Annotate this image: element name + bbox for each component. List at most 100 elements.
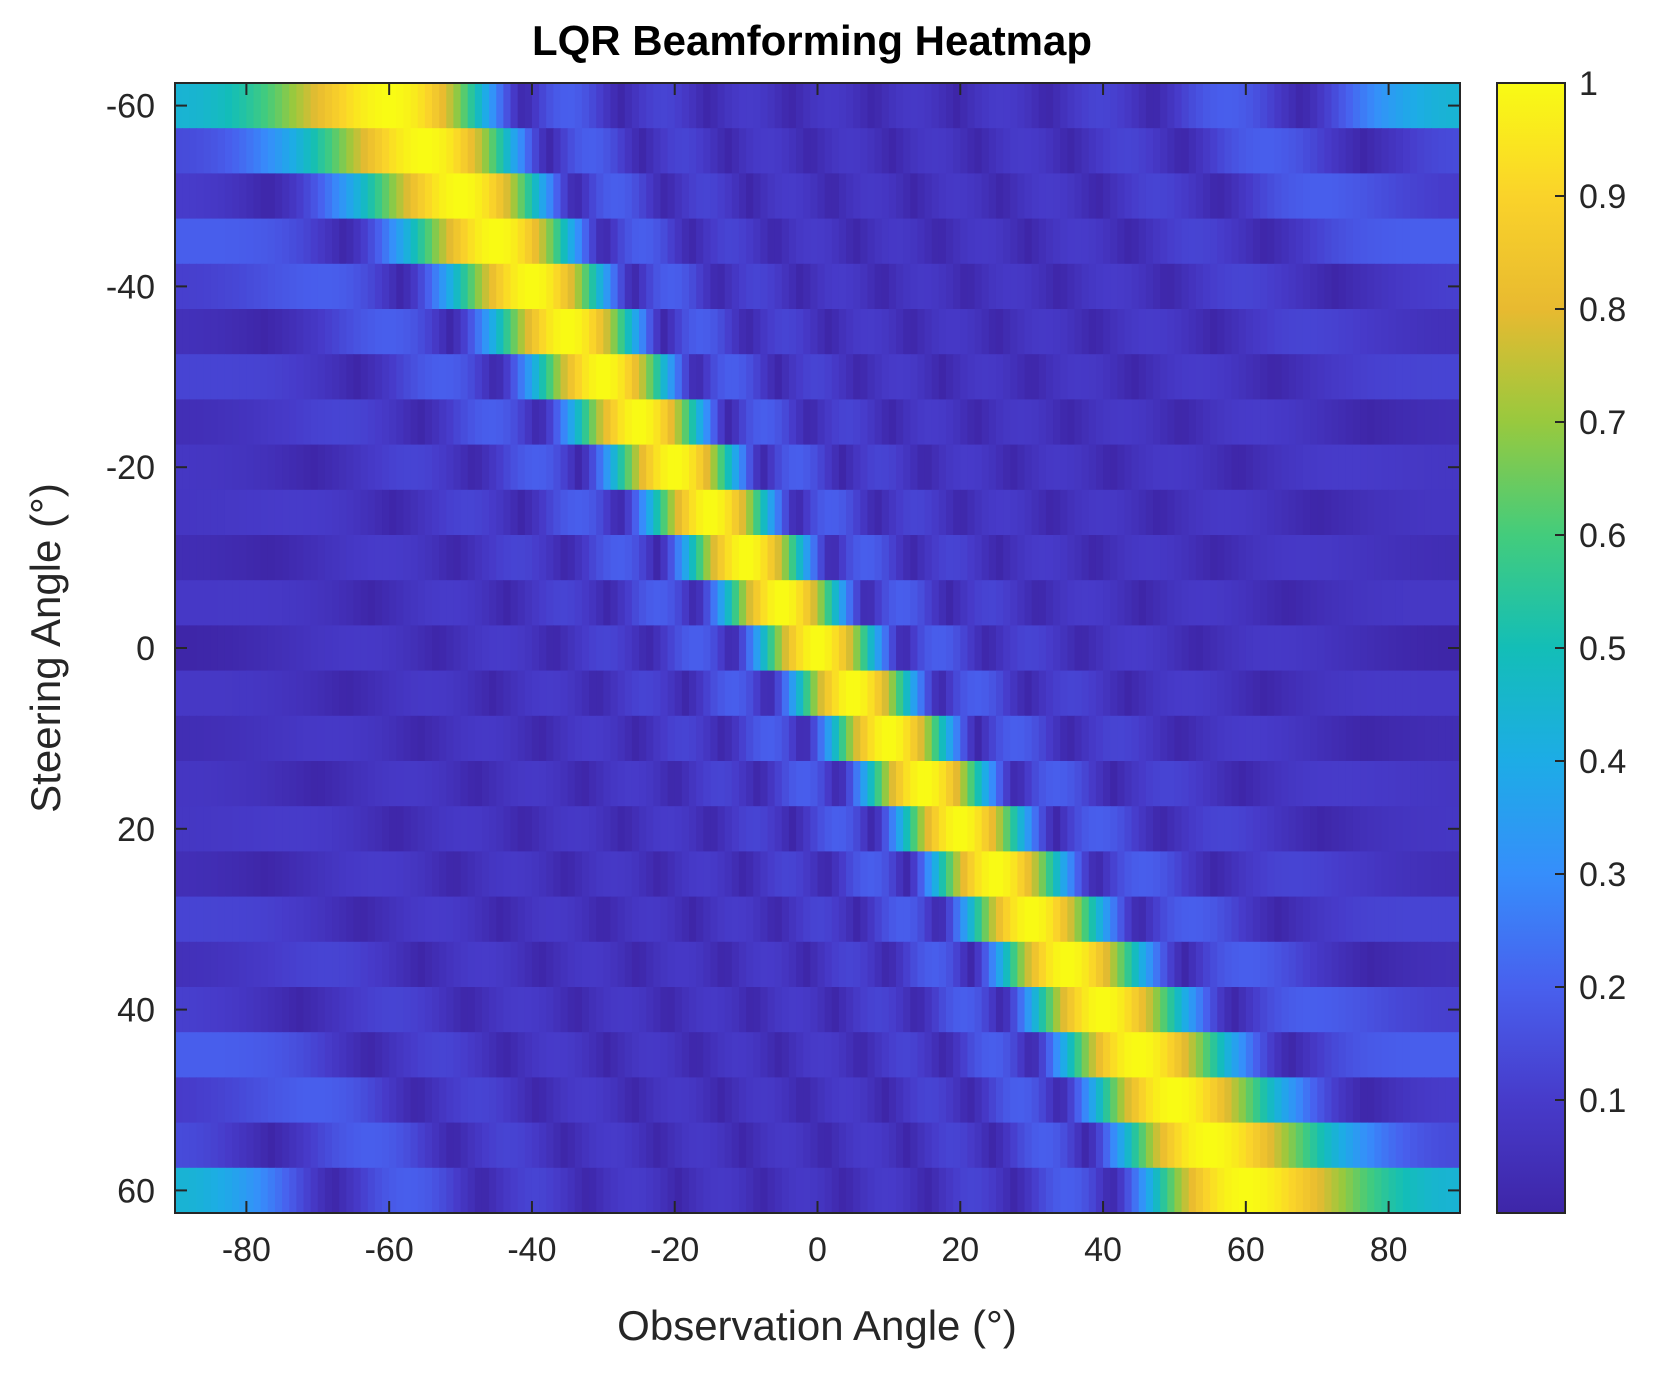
heatmap-cell	[589, 489, 597, 536]
heatmap-cell	[631, 444, 640, 491]
heatmap-cell	[339, 987, 347, 1033]
heatmap-cell	[1431, 851, 1440, 898]
heatmap-cell	[1024, 987, 1033, 1033]
heatmap-cell	[1274, 535, 1283, 581]
heatmap-cell	[888, 1032, 897, 1078]
heatmap-cell	[1452, 128, 1461, 174]
heatmap-cell	[810, 761, 819, 807]
heatmap-cell	[731, 173, 740, 220]
heatmap-cell	[282, 1122, 290, 1169]
heatmap-cell	[810, 851, 819, 898]
heatmap-cell	[1345, 1122, 1354, 1169]
heatmap-cell	[960, 263, 969, 310]
heatmap-cell	[1074, 806, 1083, 852]
heatmap-cell	[546, 399, 554, 446]
heatmap-cell	[974, 173, 983, 220]
heatmap-cell	[1274, 941, 1283, 988]
heatmap-cell	[1153, 715, 1161, 762]
heatmap-cell	[1117, 851, 1126, 898]
heatmap-cell	[1360, 128, 1368, 174]
heatmap-cell	[396, 218, 405, 265]
heatmap-cell	[439, 489, 447, 536]
heatmap-cell	[696, 354, 704, 400]
heatmap-cell	[403, 987, 412, 1033]
x-tick-label: 0	[808, 1231, 827, 1269]
heatmap-cell	[1417, 535, 1425, 581]
heatmap-cell	[424, 670, 433, 717]
heatmap-cell	[524, 354, 533, 400]
heatmap-cell	[1324, 1122, 1333, 1169]
heatmap-cell	[367, 354, 376, 400]
heatmap-cell	[1310, 896, 1318, 943]
heatmap-cell	[1331, 806, 1340, 852]
heatmap-cell	[924, 83, 933, 129]
heatmap-cell	[610, 987, 619, 1033]
heatmap-cell	[1174, 399, 1183, 446]
heatmap-cell	[1124, 896, 1133, 943]
heatmap-cell	[1310, 263, 1318, 310]
heatmap-cell	[624, 1122, 633, 1169]
heatmap-cell	[467, 761, 476, 807]
heatmap-cell	[938, 896, 947, 943]
heatmap-cell	[953, 128, 961, 174]
heatmap-cell	[196, 625, 205, 672]
heatmap-cell	[1395, 580, 1404, 626]
heatmap-cell	[274, 1167, 283, 1214]
heatmap-cell	[346, 941, 355, 988]
heatmap-cell	[631, 263, 640, 310]
heatmap-cell	[1381, 535, 1390, 581]
heatmap-cell	[274, 670, 283, 717]
heatmap-cell	[1010, 851, 1018, 898]
heatmap-cell	[1081, 263, 1090, 310]
heatmap-cell	[1181, 83, 1190, 129]
heatmap-cell	[303, 399, 312, 446]
heatmap-cell	[1367, 83, 1375, 129]
heatmap-cell	[1374, 173, 1383, 220]
heatmap-cell	[1103, 444, 1111, 491]
heatmap-cell	[1245, 218, 1254, 265]
heatmap-cell	[846, 83, 854, 129]
heatmap-cell	[1110, 218, 1118, 265]
heatmap-cell	[589, 715, 597, 762]
heatmap-cell	[831, 896, 840, 943]
heatmap-cell	[503, 1167, 512, 1214]
heatmap-cell	[753, 896, 761, 943]
heatmap-cell	[1410, 489, 1418, 536]
heatmap-cell	[517, 851, 526, 898]
heatmap-cell	[1217, 987, 1226, 1033]
heatmap-cell	[1160, 1032, 1168, 1078]
heatmap-cell	[917, 128, 926, 174]
heatmap-cell	[689, 309, 697, 355]
heatmap-cell	[1367, 535, 1375, 581]
heatmap-cell	[967, 715, 976, 762]
heatmap-cell	[339, 218, 347, 265]
heatmap-cell	[1395, 851, 1404, 898]
heatmap-cell	[1281, 670, 1290, 717]
heatmap-cell	[681, 128, 690, 174]
heatmap-cell	[1145, 715, 1154, 762]
heatmap-cell	[253, 896, 262, 943]
heatmap-cell	[1324, 263, 1333, 310]
heatmap-cell	[353, 625, 362, 672]
heatmap-cell	[831, 83, 840, 129]
heatmap-cell	[717, 173, 726, 220]
heatmap-cell	[367, 806, 376, 852]
heatmap-cell	[481, 263, 490, 310]
heatmap-cell	[1174, 851, 1183, 898]
heatmap-cell	[1181, 263, 1190, 310]
heatmap-cell	[1352, 941, 1361, 988]
heatmap-cell	[560, 761, 569, 807]
heatmap-cell	[767, 354, 776, 400]
heatmap-cell	[1124, 1032, 1133, 1078]
heatmap-cell	[567, 670, 576, 717]
heatmap-cell	[1053, 309, 1061, 355]
heatmap-cell	[1210, 987, 1218, 1033]
heatmap-cell	[653, 941, 662, 988]
heatmap-cell	[574, 489, 583, 536]
heatmap-cell	[988, 128, 997, 174]
heatmap-cell	[1231, 489, 1240, 536]
heatmap-cell	[439, 580, 447, 626]
heatmap-cell	[1131, 851, 1140, 898]
heatmap-cell	[967, 941, 976, 988]
colorbar-tick-label: 0.5	[1579, 630, 1626, 668]
